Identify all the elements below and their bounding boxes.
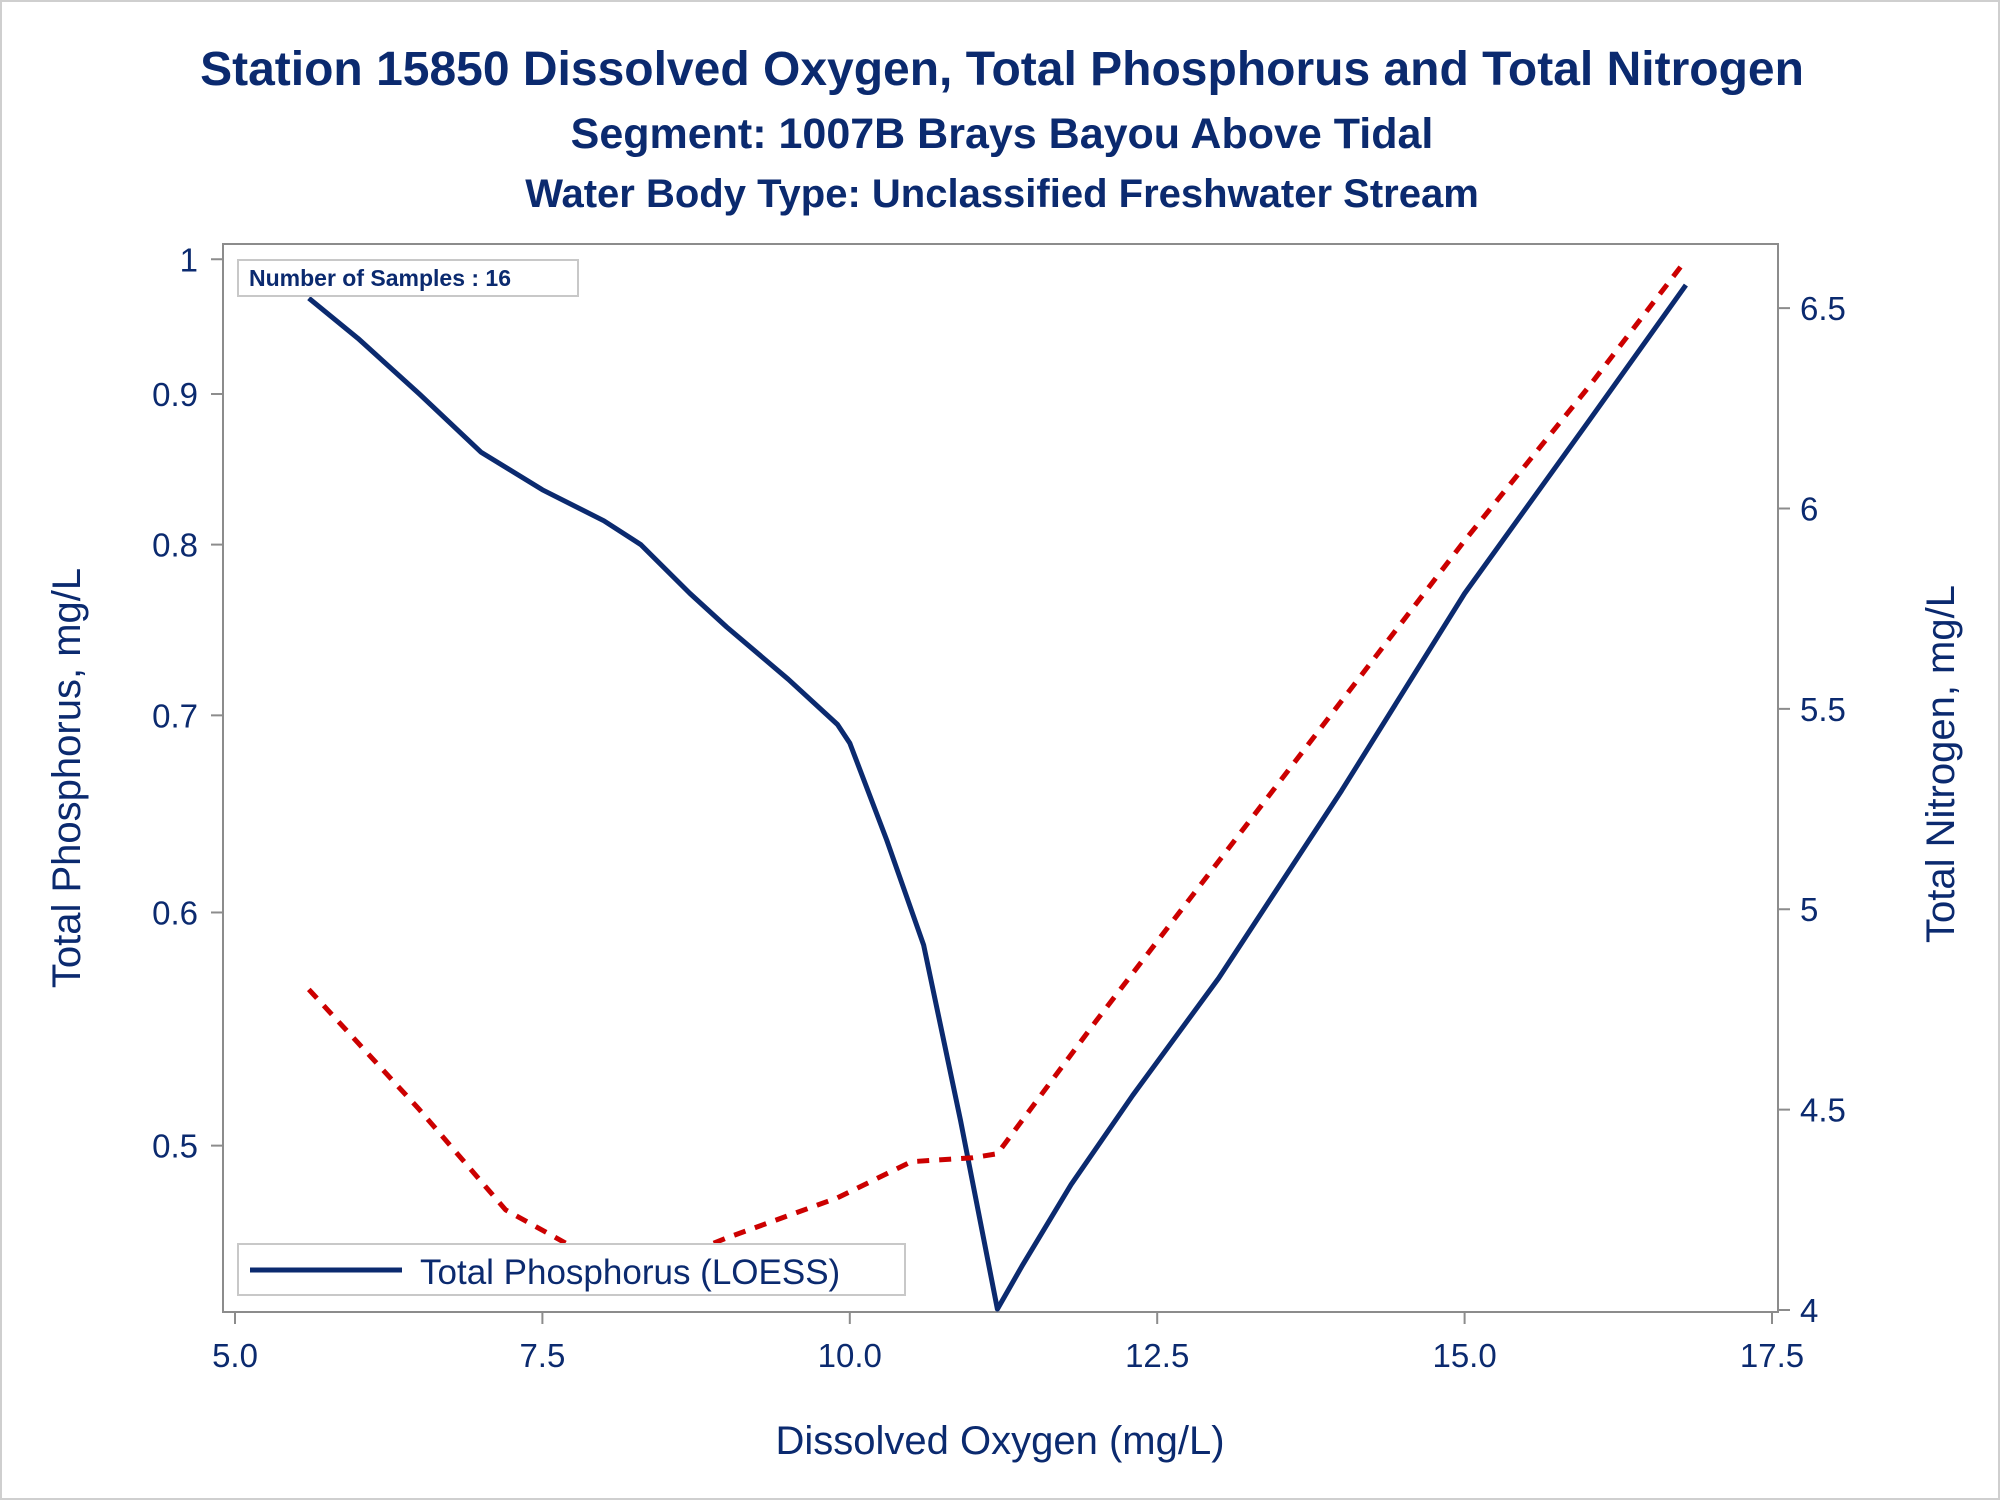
- series-nitrogen-line: [306, 258, 1688, 1281]
- legend-label-phosphorus: Total Phosphorus (LOESS): [420, 1253, 840, 1292]
- annotation-box: [237, 259, 579, 297]
- annotation-text: Number of Samples : 16: [249, 265, 511, 291]
- y-left-tick-label-5: 1: [180, 241, 198, 278]
- series-phosphorus-line: [307, 283, 1688, 1312]
- y-right-tick-label-5: 6.5: [1800, 290, 1846, 327]
- y-left-tick-label-3: 0.8: [152, 527, 198, 564]
- x-axis: 5.0 7.5 10.0 12.5 15.0 17.5: [212, 1312, 1804, 1374]
- x-tick-label-5: 17.5: [1740, 1337, 1804, 1374]
- sample-count-annotation: Number of Samples : 16: [237, 259, 579, 297]
- legend: Total Phosphorus (LOESS): [237, 1243, 906, 1296]
- y-left-tick-label-0: 0.5: [152, 1128, 198, 1165]
- chart-subtitle: Segment: 1007B Brays Bayou Above Tidal: [570, 110, 1434, 158]
- chart-title: Station 15850 Dissolved Oxygen, Total Ph…: [200, 43, 1804, 96]
- y-axis-left-label: Total Phosphorus, mg/L: [45, 568, 89, 988]
- y-left-tick-label-2: 0.7: [152, 697, 198, 734]
- y-right-tick-label-1: 4.5: [1800, 1092, 1846, 1129]
- y-right-tick-label-2: 5: [1800, 891, 1818, 928]
- x-tick-label-1: 7.5: [519, 1337, 565, 1374]
- chart-subtitle-2: Water Body Type: Unclassified Freshwater…: [525, 172, 1479, 216]
- x-tick-label-2: 10.0: [818, 1337, 882, 1374]
- x-tick-label-4: 15.0: [1432, 1337, 1496, 1374]
- series-layer: [306, 258, 1688, 1312]
- x-tick-label-3: 12.5: [1125, 1337, 1189, 1374]
- y-axis-left: 0.5 0.6 0.7 0.8 0.9 1: [152, 241, 223, 1165]
- x-tick-label-0: 5.0: [212, 1337, 258, 1374]
- y-left-tick-label-1: 0.6: [152, 894, 198, 931]
- y-right-tick-label-0: 4: [1800, 1292, 1818, 1329]
- x-axis-label: Dissolved Oxygen (mg/L): [775, 1419, 1224, 1463]
- y-right-tick-label-4: 6: [1800, 490, 1818, 527]
- plot-area: [222, 243, 1779, 1313]
- y-axis-right: 4 4.5 5 5.5 6 6.5: [1778, 290, 1846, 1329]
- y-axis-right-label: Total Nitrogen, mg/L: [1919, 585, 1963, 943]
- y-right-tick-label-3: 5.5: [1800, 691, 1846, 728]
- y-left-tick-label-4: 0.9: [152, 376, 198, 413]
